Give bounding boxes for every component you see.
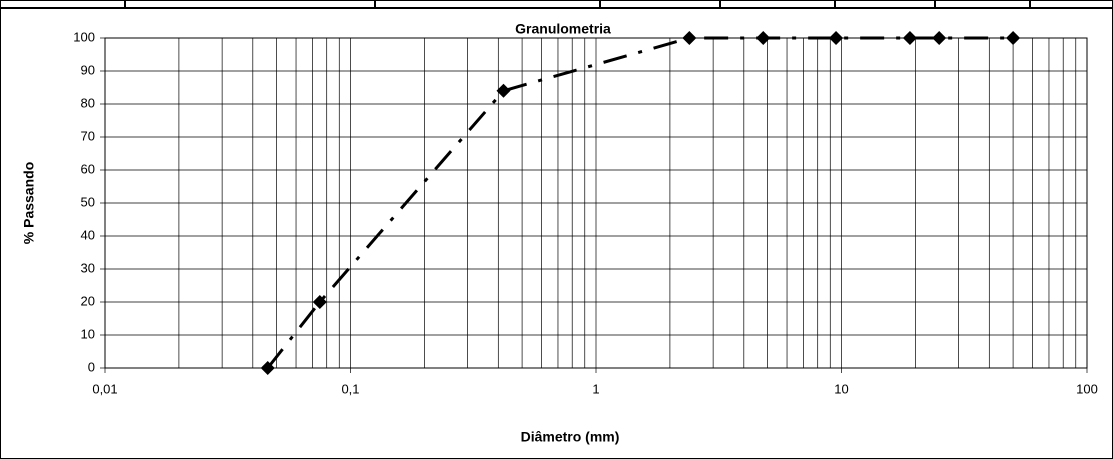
y-tick-label: 70 (81, 128, 95, 143)
table-dividers (124, 0, 1031, 8)
data-marker (682, 31, 697, 45)
y-tick-label: 0 (88, 359, 95, 374)
data-marker (756, 31, 771, 45)
data-marker (902, 31, 917, 45)
x-tick-label: 0,1 (341, 381, 359, 396)
x-tick-label: 100 (1076, 381, 1098, 396)
data-marker (312, 295, 327, 309)
x-tick-label: 0,01 (92, 381, 117, 396)
data-marker (932, 31, 947, 45)
y-tick-label: 30 (81, 260, 95, 275)
table-strip (0, 0, 1113, 9)
y-tick-label: 90 (81, 62, 95, 77)
data-marker (260, 361, 275, 375)
x-tick-label: 10 (834, 381, 848, 396)
y-tick-label: 100 (73, 29, 95, 44)
y-tick-label: 40 (81, 227, 95, 242)
data-marker (496, 83, 511, 98)
y-tick-label: 10 (81, 326, 95, 341)
y-tick-label: 80 (81, 95, 95, 110)
y-tick-label: 20 (81, 293, 95, 308)
plot-border (104, 37, 1088, 369)
data-marker (829, 31, 844, 45)
y-tick-label: 50 (81, 194, 95, 209)
x-axis-label: Diâmetro (mm) (521, 429, 620, 445)
y-tick-label: 60 (81, 161, 95, 176)
data-marker (1006, 31, 1021, 45)
chart-title: Granulometria (515, 21, 611, 37)
x-tick-label: 1 (592, 381, 599, 396)
y-axis-label: % Passando (21, 162, 37, 244)
